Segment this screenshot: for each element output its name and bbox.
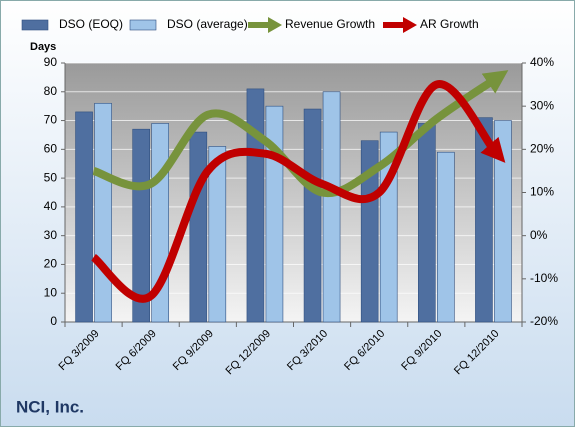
y2-tick-label: 0%	[530, 228, 548, 242]
legend-label: DSO (EOQ)	[59, 17, 123, 31]
legend-swatch	[268, 17, 282, 33]
y-tick-label: 60	[44, 142, 58, 156]
y2-tick-label: 40%	[530, 55, 554, 69]
y-tick-label: 40	[44, 199, 58, 213]
y-tick-label: 10	[44, 285, 58, 299]
legend-swatch	[21, 19, 49, 31]
bar	[189, 131, 208, 323]
bar	[360, 140, 379, 323]
y-axis-label: Days	[30, 41, 56, 53]
bar	[437, 151, 455, 323]
y-tick-label: 70	[44, 113, 58, 127]
y-tick-label: 80	[44, 84, 58, 98]
y-tick-label: 0	[50, 314, 57, 328]
y2-tick-label: -20%	[530, 314, 558, 328]
bar	[208, 146, 227, 323]
legend-label: DSO (average)	[167, 17, 248, 31]
y-tick-label: 90	[44, 55, 58, 69]
line	[90, 80, 506, 303]
legend-swatch	[129, 19, 157, 31]
bar	[322, 91, 341, 323]
bar	[418, 123, 436, 323]
bar	[303, 108, 322, 323]
y2-tick-label: 30%	[530, 98, 554, 112]
y2-tick-label: 10%	[530, 185, 554, 199]
bar	[246, 88, 265, 323]
bar	[75, 111, 93, 323]
chart-title: NCI, Inc.	[16, 397, 84, 416]
y-tick-label: 50	[44, 170, 58, 184]
legend-label: AR Growth	[420, 17, 479, 31]
bar	[494, 120, 512, 323]
legend-swatch	[403, 17, 417, 33]
y2-tick-label: 20%	[530, 142, 554, 156]
legend-label: Revenue Growth	[285, 17, 375, 31]
bar	[475, 117, 493, 323]
y-tick-label: 30	[44, 228, 58, 242]
bar	[94, 102, 112, 323]
bar	[132, 128, 150, 323]
y2-tick-label: -10%	[530, 271, 558, 285]
y-tick-label: 20	[44, 257, 58, 271]
